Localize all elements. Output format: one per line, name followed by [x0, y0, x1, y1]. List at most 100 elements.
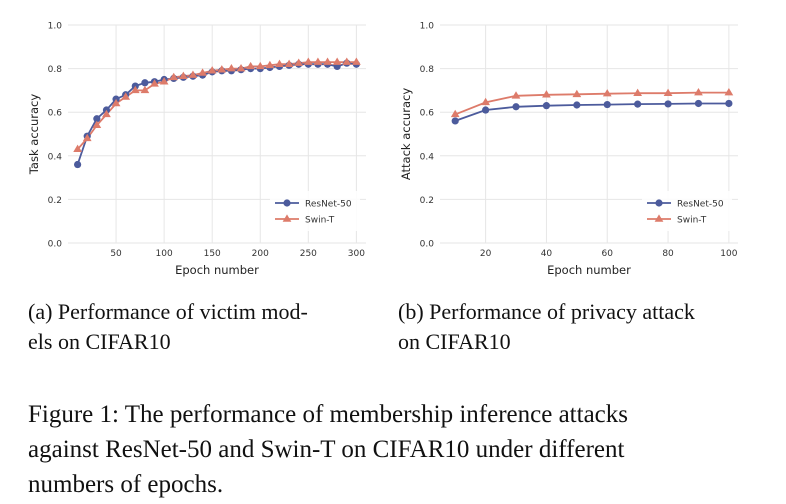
- series-line: [454, 102, 729, 122]
- data-point: [236, 64, 246, 72]
- data-point: [82, 133, 92, 142]
- data-point: [602, 89, 612, 97]
- y-axis-label: Attack accuracy: [399, 88, 413, 180]
- data-point: [255, 61, 265, 70]
- data-point: [694, 99, 703, 108]
- data-point: [74, 160, 82, 169]
- subcaption-a: (a) Performance of victim mod-els on CIF…: [28, 297, 308, 357]
- figure-caption: Figure 1: The performance of membership …: [28, 397, 778, 502]
- series-line: [454, 91, 729, 116]
- data-point: [169, 72, 179, 81]
- data-point: [102, 109, 111, 118]
- data-point: [294, 58, 304, 66]
- subcaption-b-line: on CIFAR10: [398, 329, 511, 354]
- figure-caption-line: against ResNet-50 and Swin-T on CIFAR10 …: [28, 436, 625, 463]
- y-tick-label: 0.0: [420, 240, 435, 250]
- data-point: [121, 92, 131, 100]
- data-point: [724, 87, 734, 96]
- legend-marker: [654, 214, 664, 222]
- x-tick-label: 300: [348, 249, 365, 259]
- legend-marker: [282, 214, 292, 222]
- y-tick-label: 0.8: [48, 65, 63, 75]
- legend-label: Swin-T: [305, 216, 335, 226]
- chart-attack-accuracy: 0.0 0.2 0.4 0.6 0.8 1.0 20 40 60 80 100 Epoch numbe…: [399, 22, 738, 277]
- y-tick-label: 0.8: [420, 65, 435, 75]
- data-point: [323, 57, 332, 65]
- data-point: [511, 91, 521, 99]
- data-point: [482, 106, 490, 114]
- x-tick-label: 60: [602, 249, 614, 259]
- figure-caption-line: Figure 1: The performance of membership …: [28, 401, 628, 428]
- data-point: [188, 70, 198, 78]
- data-point: [198, 68, 207, 76]
- data-point: [663, 88, 673, 96]
- legend-marker: [655, 199, 663, 207]
- data-point: [111, 98, 121, 107]
- legend-box: [642, 191, 732, 231]
- data-point: [664, 100, 672, 108]
- data-point: [130, 85, 140, 94]
- data-point: [694, 87, 703, 96]
- data-point: [178, 71, 188, 79]
- data-point: [603, 100, 611, 109]
- data-point: [73, 144, 82, 153]
- legend-marker: [283, 199, 291, 207]
- x-tick-label: 200: [252, 249, 269, 259]
- data-point: [725, 99, 733, 108]
- data-point: [572, 89, 582, 98]
- data-point: [284, 59, 294, 67]
- x-tick-label: 50: [110, 249, 122, 259]
- data-point: [217, 65, 227, 73]
- data-point: [150, 79, 159, 87]
- y-tick-label: 1.0: [420, 22, 435, 32]
- subcaption-b: (b) Performance of privacy attack on CIFA…: [398, 297, 695, 357]
- legend-label: ResNet-50: [677, 200, 724, 210]
- data-point: [207, 66, 217, 74]
- y-tick-label: 0.2: [420, 196, 434, 206]
- data-point: [512, 103, 520, 111]
- x-tick-label: 100: [720, 249, 737, 259]
- x-axis-label: Epoch number: [175, 263, 259, 277]
- data-point: [92, 120, 102, 129]
- data-point: [342, 57, 352, 65]
- figure-caption-line: numbers of epochs.: [28, 471, 224, 498]
- x-tick-label: 250: [300, 249, 317, 259]
- x-tick-label: 150: [204, 249, 221, 259]
- y-tick-label: 0.6: [420, 109, 435, 119]
- y-tick-label: 0.4: [420, 152, 435, 162]
- data-point: [303, 57, 313, 65]
- data-point: [141, 79, 149, 87]
- data-point: [481, 97, 490, 106]
- x-tick-label: 40: [541, 249, 553, 259]
- x-axis-label: Epoch number: [547, 263, 631, 277]
- data-point: [634, 100, 642, 108]
- subcaption-b-line: (b) Performance of privacy attack: [398, 299, 695, 324]
- y-tick-label: 0.2: [48, 196, 62, 206]
- data-point: [573, 101, 581, 109]
- subcaption-a-line: els on CIFAR10: [28, 329, 171, 354]
- data-point: [265, 60, 275, 69]
- subcaption-a-line: (a) Performance of victim mod-: [28, 299, 308, 324]
- x-tick-label: 100: [156, 249, 173, 259]
- data-point: [246, 61, 256, 70]
- x-tick-label: 20: [480, 249, 492, 259]
- data-point: [275, 59, 284, 67]
- data-point: [451, 117, 459, 125]
- data-point: [313, 57, 323, 65]
- data-point: [450, 109, 460, 118]
- legend-box: [270, 191, 360, 231]
- legend-label: Swin-T: [677, 216, 707, 226]
- data-point: [542, 102, 551, 110]
- chart-task-accuracy: 0.0 0.2 0.4 0.6 0.8 1.0 50 100 150 200 250 300 Epoch…: [27, 22, 366, 277]
- y-tick-label: 0.0: [48, 240, 63, 250]
- y-axis-label: Task accuracy: [27, 94, 41, 176]
- data-point: [542, 90, 551, 98]
- data-point: [140, 85, 150, 94]
- data-point: [159, 77, 169, 85]
- y-tick-label: 0.4: [48, 152, 63, 162]
- y-tick-label: 0.6: [48, 109, 63, 119]
- y-tick-label: 1.0: [48, 22, 63, 32]
- legend-label: ResNet-50: [305, 200, 352, 210]
- data-point: [332, 57, 342, 65]
- data-point: [633, 88, 643, 96]
